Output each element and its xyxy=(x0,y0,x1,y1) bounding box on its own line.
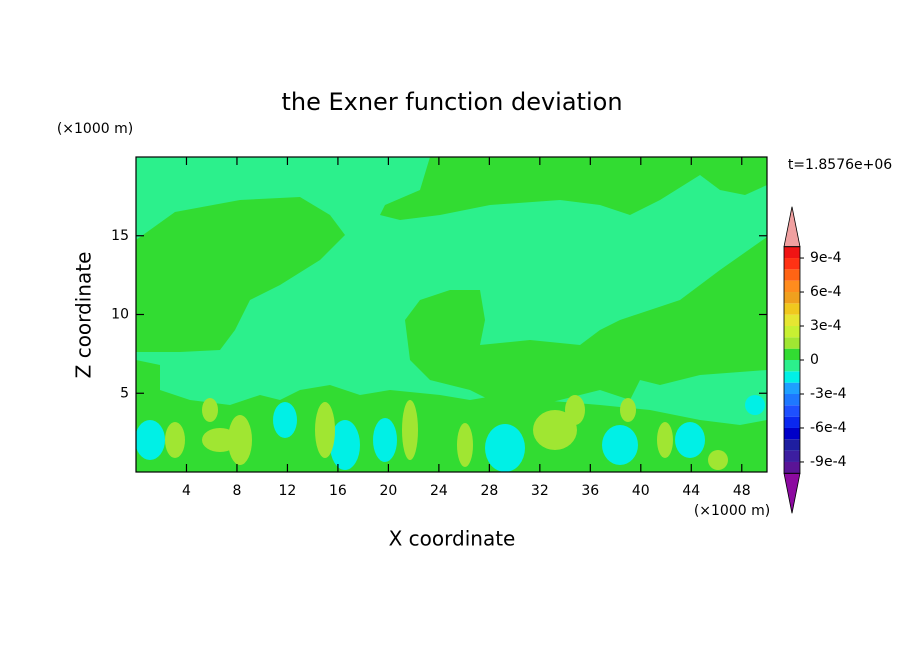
x-tick-label: 44 xyxy=(682,483,700,499)
x-unit: (×1000 m) xyxy=(694,503,770,519)
contour-region xyxy=(405,237,767,410)
colorbar-box xyxy=(784,416,800,428)
contour-region xyxy=(708,450,728,470)
contour-region xyxy=(273,402,297,438)
colorbar-box xyxy=(784,360,800,372)
contour-region xyxy=(228,415,252,465)
contour-region xyxy=(533,410,577,450)
colorbar-box xyxy=(784,314,800,327)
colorbar-box xyxy=(784,246,800,259)
colorbar-box xyxy=(784,427,800,440)
contour-region xyxy=(657,422,673,458)
y-tick-label: 15 xyxy=(111,228,129,244)
colorbar-box xyxy=(784,439,800,451)
contour-region xyxy=(402,400,418,460)
contour-region xyxy=(202,398,218,422)
colorbar-box xyxy=(784,371,800,383)
y-tick-label: 5 xyxy=(120,385,129,401)
colorbar-box xyxy=(784,348,800,360)
chart-title: the Exner function deviation xyxy=(281,88,622,116)
contour-region xyxy=(620,398,636,422)
contour-region xyxy=(485,424,525,472)
colorbar-box xyxy=(784,405,800,417)
contour-region xyxy=(457,423,473,467)
x-tick-label: 28 xyxy=(480,483,498,499)
y-unit: (×1000 m) xyxy=(57,121,133,137)
contour-field xyxy=(136,157,767,472)
colorbar-box xyxy=(784,450,800,462)
colorbar-extend-top xyxy=(783,206,801,248)
colorbar-box xyxy=(784,269,800,281)
colorbar-box xyxy=(784,292,800,304)
contour-region xyxy=(745,395,765,415)
time-label: t=1.8576e+06 xyxy=(788,157,892,173)
colorbar-box xyxy=(784,326,800,338)
x-tick-label: 32 xyxy=(531,483,549,499)
colorbar-tick-label: -9e-4 xyxy=(810,454,847,470)
x-tick-label: 12 xyxy=(279,483,297,499)
contour-region xyxy=(675,422,705,458)
x-tick-label: 16 xyxy=(329,483,347,499)
x-tick-label: 48 xyxy=(733,483,751,499)
colorbar-box xyxy=(784,303,800,315)
contour-region xyxy=(330,420,360,470)
colorbar-tick-label: 0 xyxy=(810,352,819,368)
contour-region xyxy=(136,420,165,460)
colorbar-tick-label: 9e-4 xyxy=(810,250,842,266)
contour-region xyxy=(565,395,585,425)
contour-region xyxy=(165,422,185,458)
x-tick-label: 40 xyxy=(632,483,650,499)
colorbar-tick-label: 3e-4 xyxy=(810,318,842,334)
x-tick-label: 8 xyxy=(232,483,241,499)
x-tick-label: 4 xyxy=(182,483,191,499)
contour-region xyxy=(602,425,638,465)
y-axis-label: Z coordinate xyxy=(72,252,96,379)
x-axis-label: X coordinate xyxy=(389,527,516,551)
contour-region xyxy=(380,157,767,220)
colorbar-tick-label: -3e-4 xyxy=(810,386,847,402)
colorbar-box xyxy=(784,382,800,394)
contour-region xyxy=(136,197,345,352)
y-tick-label: 10 xyxy=(111,307,129,323)
x-tick-label: 36 xyxy=(581,483,599,499)
contour-region xyxy=(315,402,335,458)
contour-region xyxy=(373,418,397,462)
colorbar-box xyxy=(784,337,800,349)
colorbar-box xyxy=(784,393,800,406)
colorbar-tick-label: 6e-4 xyxy=(810,284,842,300)
colorbar-extend-bottom xyxy=(783,472,801,514)
colorbar-box xyxy=(784,280,800,293)
colorbar-tick-label: -6e-4 xyxy=(810,420,847,436)
colorbar-box xyxy=(784,258,800,270)
x-tick-label: 20 xyxy=(379,483,397,499)
x-tick-label: 24 xyxy=(430,483,448,499)
colorbar-box xyxy=(784,461,800,474)
